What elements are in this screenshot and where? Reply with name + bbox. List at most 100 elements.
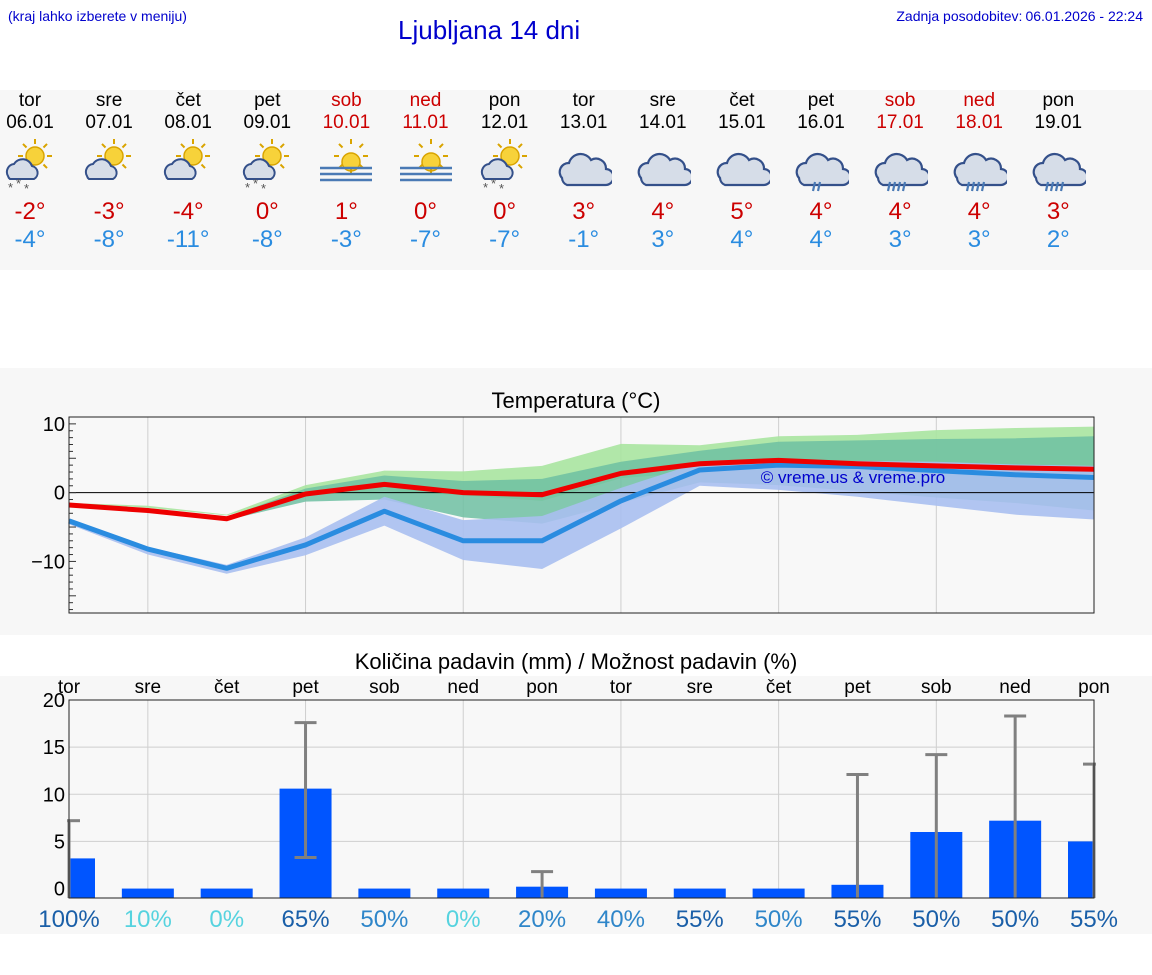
y-tick-label: 5 [54,831,65,853]
precipitation-bar [1068,841,1094,898]
precipitation-probability: 55% [833,906,881,933]
precipitation-probability: 65% [282,906,330,933]
precipitation-bar [69,858,95,898]
max-temperature: 4° [888,198,912,225]
y-tick-label: 15 [43,737,65,759]
small-cloud-icon [85,158,118,180]
min-temperature: -7° [489,226,521,253]
small-cloud-icon [5,158,39,180]
small-cloud-icon [480,158,514,180]
big-cloud-icon [716,152,770,187]
x-tick-label: pon [1078,677,1110,698]
big-cloud-icon [795,152,849,187]
day-name: ned [409,90,442,111]
last-updated-label: Zadnja posodobitev: [896,8,1023,24]
small-cloud-icon [164,158,197,180]
day-name: pon [1042,90,1075,111]
day-date: 17.01 [876,112,924,133]
sun-icon [255,139,290,173]
day-date: 09.01 [243,112,292,133]
precipitation-bar [437,888,490,898]
y-tick-label: 20 [43,690,65,712]
day-date: 15.01 [718,112,766,133]
svg-text:*: * [491,176,496,191]
precipitation-probability: 100% [38,906,99,933]
x-tick-label: sre [135,677,161,698]
day-name: sre [649,90,676,111]
day-date: 19.01 [1034,112,1083,133]
raindrops-icon [811,181,822,192]
snowflakes-icon: * * * [245,176,266,194]
snowflakes-icon: * * * [483,176,504,194]
min-temperature-line [68,462,1095,571]
day-date: 18.01 [955,112,1003,133]
sun-icon [492,139,527,173]
svg-text:*: * [253,176,258,191]
x-tick-label: ned [447,677,479,698]
precipitation-probability: 0% [209,906,244,933]
max-temperature: 4° [967,198,991,225]
cloud-rain-icon [874,152,929,192]
plot-frame [68,416,1095,614]
city-hint[interactable]: (kraj lahko izberete v meniju) [8,8,187,24]
min-temperature: -1° [568,226,600,253]
partly-sunny-snow-icon: * * * [5,139,52,194]
precipitation-bar [594,888,647,898]
sun-fog-icon [320,139,373,182]
day-date: 16.01 [797,112,845,133]
day-date: 14.01 [639,112,687,133]
precipitation-bar [673,888,726,898]
last-updated: Zadnja posodobitev: 06.01.2026 - 22:24 [893,8,1143,24]
max-temperature-line [68,457,1095,522]
precipitation-bar [752,888,805,898]
temperature-chart: 10 0 −10 © vreme.us & vreme.pro [31,414,1095,614]
x-tick-label: sob [921,677,952,698]
svg-text:*: * [261,181,266,194]
x-tick-label: sob [369,677,400,698]
precipitation-bar [358,888,411,898]
svg-text:*: * [245,180,250,194]
min-temperature: -3° [330,226,362,253]
day-name: čet [175,90,201,111]
y-tick-label: 0 [54,483,65,505]
min-range-band [69,461,1094,574]
min-temperature: -11° [166,226,210,253]
y-tick-label: 10 [43,784,65,806]
precipitation-probability: 50% [912,906,960,933]
max-temperature: 0° [493,198,517,225]
max-temperature: -4° [172,198,204,225]
max-temperature: 5° [730,198,754,225]
sun-fog-icon [399,139,452,182]
partly-sunny-snow-icon: * * * [480,139,527,194]
x-tick-label: čet [766,677,792,698]
cloud-rain-icon [1032,152,1087,192]
day-name: sob [331,90,362,111]
max-temperature: 3° [572,198,596,225]
day-name: čet [729,90,755,111]
min-temperature: -8° [93,226,125,253]
max-temperature: 4° [651,198,675,225]
fog-icon [399,166,452,182]
max-temperature: 1° [334,198,358,225]
max-temperature: 3° [1046,198,1070,225]
svg-text:*: * [483,180,488,194]
fog-icon [320,166,373,182]
y-tick-label: −10 [31,551,65,573]
min-temperature: 3° [967,226,991,253]
min-temperature: 4° [730,226,754,253]
max-temperature: -3° [93,198,125,225]
plot-frame [68,699,1095,899]
precipitation-probability: 55% [676,906,724,933]
day-date: 08.01 [164,112,212,133]
cloud-rain-icon [953,152,1008,192]
precipitation-probability: 50% [755,906,803,933]
min-temperature: -7° [410,226,441,253]
precipitation-probability: 40% [597,906,645,933]
precipitation-probability: 0% [446,906,481,933]
snowflakes-icon: * * * [8,176,29,194]
day-date: 13.01 [559,112,608,133]
precipitation-probability: 20% [518,906,566,933]
x-tick-label: sre [687,677,713,698]
raindrops-icon [887,181,907,192]
max-temperature: -2° [14,198,46,225]
